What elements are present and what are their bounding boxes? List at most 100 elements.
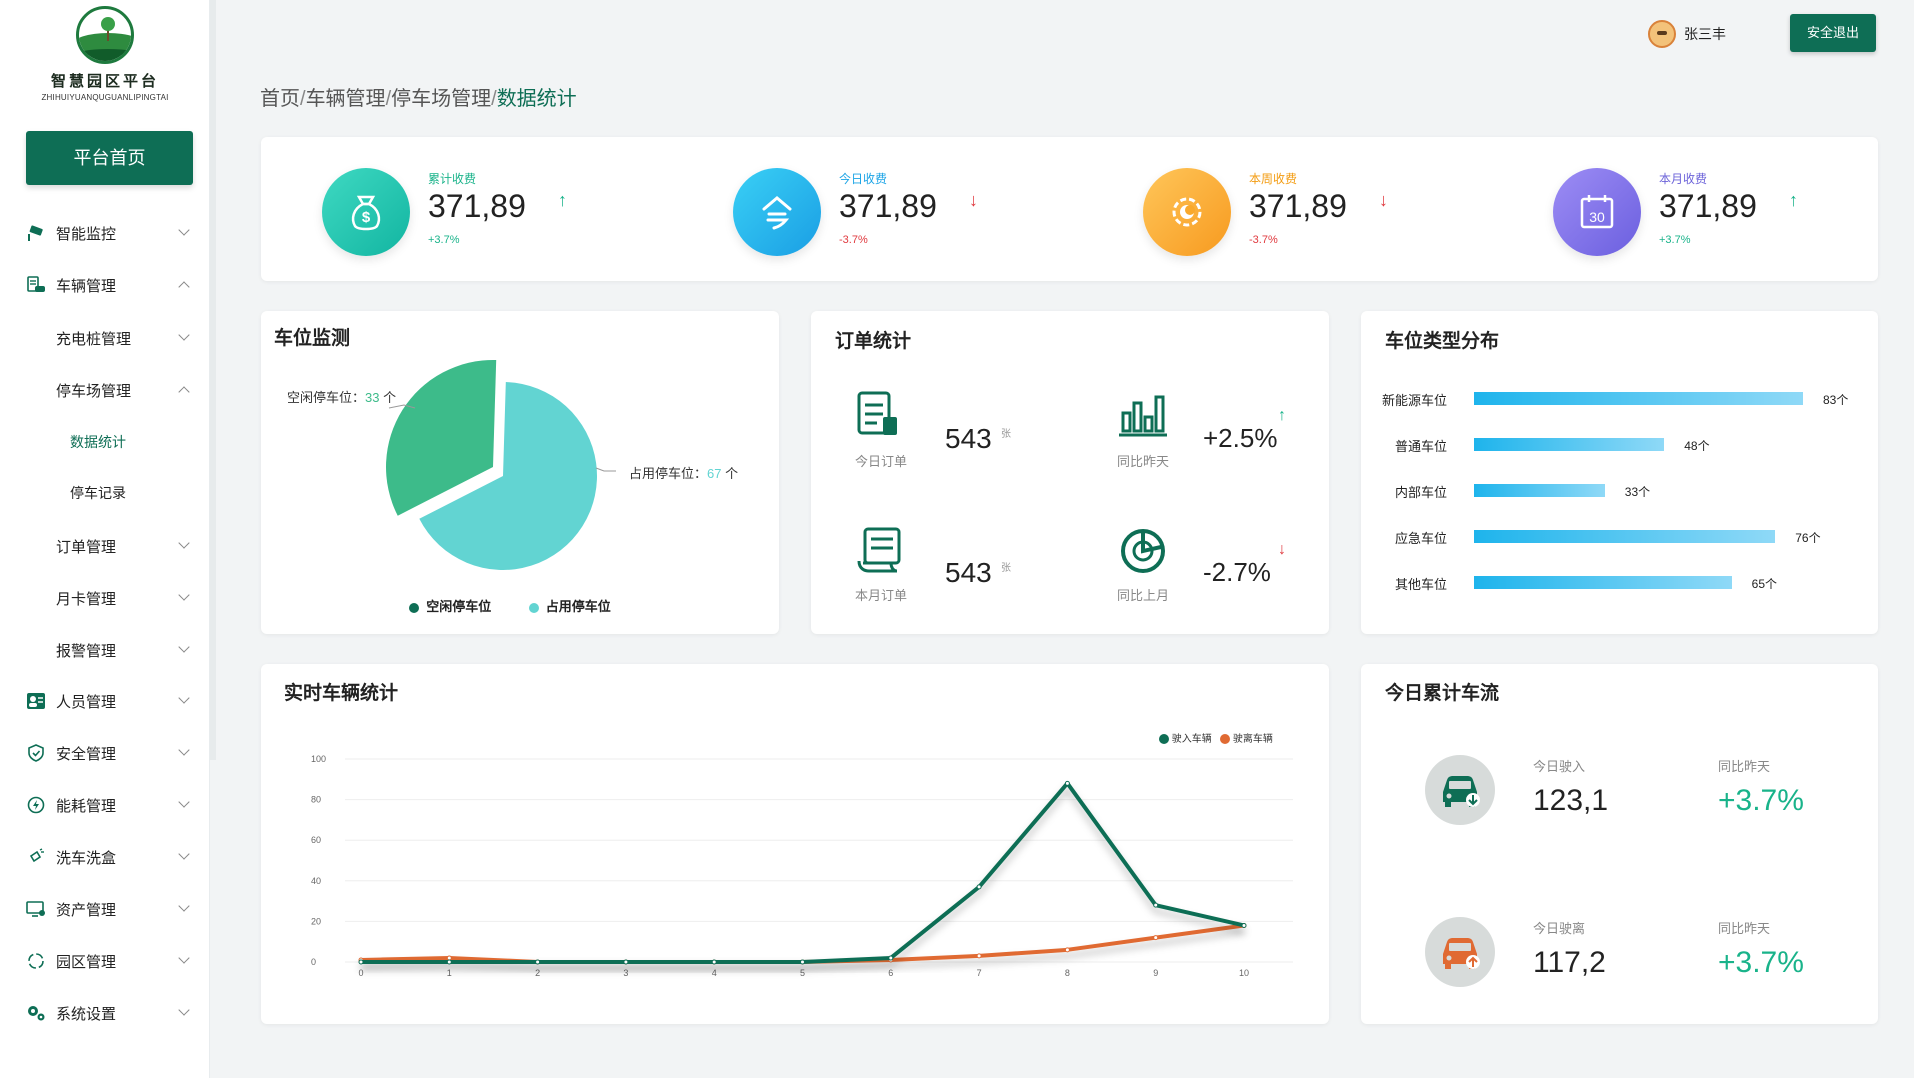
in-caption: 今日驶入 [1533,759,1586,774]
pie-label-free: 空闲停车位：33 个 [287,387,396,406]
svg-text:$: $ [362,209,371,226]
out-caption: 今日驶离 [1533,921,1586,936]
spot-type-label: 内部车位 [1394,485,1447,500]
x-tick-label: 9 [1153,968,1158,978]
sidebar-item-label: 能耗管理 [56,797,117,815]
pie-legend: 空闲停车位 占用停车位 [409,596,611,615]
sidebar-item-parking-lot[interactable]: 停车场管理 [0,370,210,410]
stat-label: 本周收费 [1249,172,1298,186]
card-title: 今日累计车流 [1385,683,1500,704]
pie-slice-occupied [419,382,597,570]
sidebar-item-monitor[interactable]: 智能监控 [0,213,210,253]
x-tick-label: 0 [358,968,363,978]
out-yoy-value: +3.7% [1718,946,1804,979]
stat-label: 今日收费 [839,172,888,186]
breadcrumb-vehicles[interactable]: 车辆管理 [305,88,386,110]
spot-type-bar [1474,392,1803,405]
order-document-icon [857,391,897,435]
bar-chart-icon [1119,395,1167,437]
pie-leader-occupied [595,467,616,472]
x-tick-label: 2 [535,968,540,978]
chevron-up-icon [178,281,190,293]
card-title: 实时车辆统计 [284,683,399,704]
sidebar-scrollbar[interactable] [210,0,216,760]
breadcrumb-home[interactable]: 首页 [260,88,300,110]
chart-grid: 0 20 40 60 80 100 0 1 2 3 4 5 6 7 8 9 10 [311,754,1293,978]
spot-type-label: 普通车位 [1394,439,1447,454]
stat-percent: +3.7% [428,234,460,246]
legend-in-label: 驶入车辆 [1171,734,1212,745]
bill-scroll-icon [857,527,901,573]
sidebar-item-month-card[interactable]: 月卡管理 [0,578,210,618]
spot-type-label: 应急车位 [1394,531,1447,546]
user-menu[interactable]: 张三丰 [1648,20,1726,48]
logo: 智慧园区平台 ZHIHUIYUANQUGUANLIPINGTAI [0,6,210,102]
chevron-down-icon [178,537,190,549]
energy-icon [26,795,46,815]
sidebar-item-assets[interactable]: 资产管理 [0,889,210,929]
unit-label: 张 [1001,563,1011,574]
sidebar-item-settings[interactable]: 系统设置 [0,993,210,1033]
chevron-down-icon [178,952,190,964]
spot-type-value: 76个 [1795,531,1821,545]
home-button[interactable]: 平台首页 [26,131,193,185]
sidebar-item-vehicles[interactable]: 车辆管理 [0,265,210,305]
sidebar-item-label: 月卡管理 [56,590,117,608]
monitor-icon [26,899,46,919]
pie-label-occupied-text: 占用停车位： [629,466,708,481]
spot-type-value: 48个 [1684,439,1710,453]
line-chart: 0 20 40 60 80 100 0 1 2 3 4 5 6 7 8 9 10 [311,754,1293,978]
out-yoy-caption: 同比昨天 [1718,921,1771,936]
card-title: 车位监测 [274,328,351,349]
sidebar-item-alarms[interactable]: 报警管理 [0,630,210,670]
chevron-down-icon [178,1004,190,1016]
series-point [623,959,629,965]
pie-label-free-value: 33 [365,390,380,405]
x-tick-label: 8 [1065,968,1070,978]
car-out-icon [1425,917,1495,987]
breadcrumb: 首页/车辆管理/停车场管理/数据统计 [260,82,577,111]
stat-week: 本周收费 371,89 -3.7% ↓ [1143,168,1503,258]
arrow-down-icon: ↓ [969,190,978,210]
breadcrumb-parking[interactable]: 停车场管理 [391,88,492,110]
shield-icon [26,743,46,763]
chevron-down-icon [178,848,190,860]
sidebar-item-label: 停车记录 [70,485,126,501]
series-line [360,923,1245,964]
y-tick-label: 100 [311,754,326,764]
chart-legend: 驶入车辆 驶离车辆 [1159,730,1273,745]
card-title: 车位类型分布 [1385,331,1500,352]
order-stats-card: 订单统计 今日订单 543 张 同比昨天 +2.5% ↑ 本月订单 543 张 … [811,311,1329,634]
yoy-day-caption: 同比昨天 [1116,454,1169,469]
breadcrumb-current: 数据统计 [496,88,577,110]
sidebar-item-personnel[interactable]: 人员管理 [0,681,210,721]
series-point [1153,935,1159,941]
stat-total: $ 累计收费 371,89 +3.7% ↑ [322,168,682,258]
stat-label: 累计收费 [428,172,477,186]
spot-type-value: 33个 [1624,485,1651,499]
stat-label: 本月收费 [1659,172,1708,186]
in-value: 123,1 [1533,784,1609,817]
sidebar-item-label: 人员管理 [56,693,117,711]
sidebar-item-security[interactable]: 安全管理 [0,733,210,773]
series-point [1153,902,1159,908]
sidebar-item-statistics[interactable]: 数据统计 [0,422,210,462]
sidebar-item-charging[interactable]: 充电桩管理 [0,318,210,358]
sidebar-item-carwash[interactable]: 洗车洗盒 [0,837,210,877]
series-point [976,953,982,959]
sidebar-item-parking-records[interactable]: 停车记录 [0,473,210,513]
sidebar-item-orders[interactable]: 订单管理 [0,526,210,566]
y-tick-label: 40 [311,876,321,886]
series-point [1064,947,1070,953]
sidebar-item-park[interactable]: 园区管理 [0,941,210,981]
sidebar-item-energy[interactable]: 能耗管理 [0,785,210,825]
spot-type-bar [1474,576,1732,589]
series-point [1241,922,1247,928]
legend-dot-in [1159,734,1169,745]
sidebar-item-label: 安全管理 [56,745,117,763]
x-tick-label: 7 [977,968,982,978]
stat-value: 371,89 [1659,188,1757,224]
legend-occupied-label: 占用停车位 [545,599,611,614]
parking-pie-chart [386,360,616,570]
logout-button[interactable]: 安全退出 [1790,14,1876,52]
